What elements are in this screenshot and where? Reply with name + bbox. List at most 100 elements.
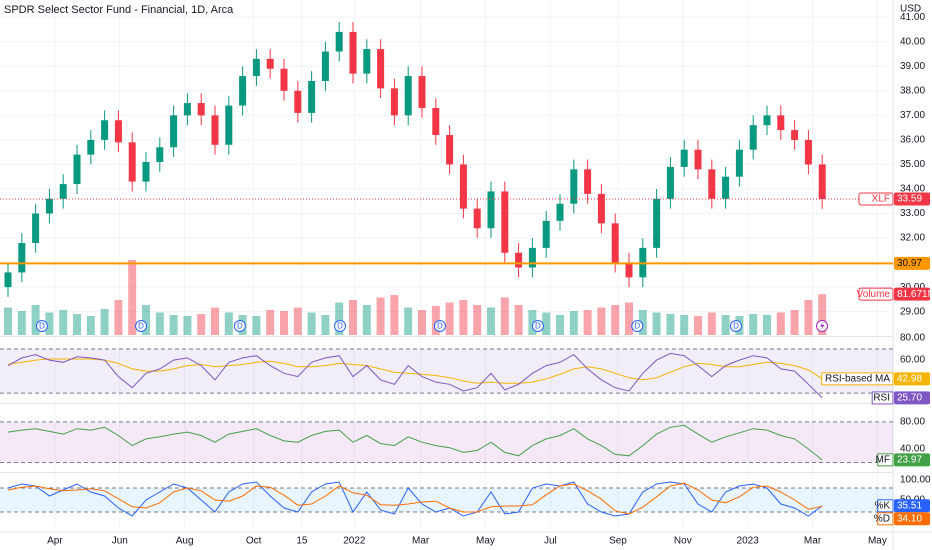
x-tick-label: Jul: [544, 536, 557, 547]
candle-body: [625, 262, 633, 278]
indicator-tag-name-box: [877, 512, 894, 526]
candle-body: [280, 68, 288, 91]
candle-body: [142, 161, 150, 182]
volume-bar: [73, 314, 82, 335]
indicator-tag-box: [894, 499, 930, 513]
volume-bar: [169, 315, 178, 335]
candle-body: [101, 120, 109, 140]
dividend-marker: [631, 320, 644, 332]
y-tick-label: 36.00: [900, 135, 925, 146]
volume-bar: [514, 305, 523, 335]
indicator-tag-name-box: [877, 499, 894, 513]
candle-body: [749, 125, 757, 150]
indicator-tag: RSI-based MA 42.98: [821, 372, 930, 386]
currency-label: USD: [900, 4, 921, 15]
candle-body: [611, 223, 619, 263]
candle-body: [156, 147, 164, 162]
candle-body: [197, 103, 205, 116]
indicator-tag: RSI 25.70: [871, 391, 930, 405]
indicator-tag: %K 35.51: [874, 499, 930, 513]
candle-body: [556, 203, 564, 221]
volume-bar: [763, 315, 772, 335]
candle-body: [818, 164, 826, 200]
indicator-tick-label: 80.00: [900, 333, 925, 344]
candle-body: [584, 169, 592, 194]
chart-title: SPDR Select Sector Fund - Financial, 1D,…: [4, 4, 234, 16]
candle-body: [528, 247, 536, 268]
volume-bar: [666, 314, 675, 335]
indicator-line: [7, 482, 823, 515]
volume-bar: [86, 316, 95, 335]
volume-bar: [45, 312, 54, 335]
candle-body: [363, 49, 371, 74]
volume-bar: [321, 315, 330, 335]
dividend-label: D: [634, 322, 640, 331]
candle-body: [501, 191, 509, 253]
volume-bar: [59, 310, 68, 335]
volume-bar: [556, 315, 565, 335]
candle-body: [225, 105, 233, 145]
candle-body: [128, 142, 136, 182]
indicator-tag-name-box: [871, 391, 894, 405]
candle-body: [59, 184, 67, 199]
price-tag-name: Volume: [857, 289, 891, 300]
dividend-marker: [531, 320, 544, 332]
volume-bar: [583, 310, 592, 335]
volume-bar: [349, 300, 358, 335]
candle-body: [294, 90, 302, 113]
y-tick-label: 41.00: [900, 12, 925, 23]
volume-bar: [776, 312, 785, 335]
volume-bar: [694, 316, 703, 335]
candle-body: [446, 134, 454, 165]
indicator-tick-label: 40.00: [900, 444, 925, 455]
volume-bar: [293, 307, 302, 335]
indicator-tag-name: RSI: [873, 393, 890, 404]
dividend-marker: [35, 320, 48, 332]
indicator-tag: MF 23.97: [876, 453, 930, 467]
x-tick-label: Aug: [176, 536, 194, 547]
indicator-tag-name: RSI-based MA: [825, 373, 890, 384]
x-tick-label: 2023: [737, 536, 760, 547]
indicator-line: [7, 424, 823, 461]
candle-body: [4, 272, 12, 288]
candle-body: [266, 58, 274, 69]
volume-bar: [749, 314, 758, 335]
volume-bar: [680, 315, 689, 335]
price-tag-value: 30.97: [897, 258, 922, 269]
price-tag-name-box: [858, 192, 894, 206]
candle-body: [653, 198, 661, 248]
volume-bar: [376, 297, 385, 335]
y-tick-label: 35.00: [900, 159, 925, 170]
indicator-tag-box: [894, 391, 930, 405]
dividend-label: D: [138, 322, 144, 331]
indicator-tag-value: 35.51: [897, 500, 922, 511]
volume-bar: [307, 312, 316, 335]
x-tick-label: Oct: [246, 536, 262, 547]
candle-body: [666, 166, 674, 199]
x-tick-label: Jun: [112, 536, 128, 547]
indicator-band: [0, 488, 893, 512]
dividend-label: D: [437, 322, 443, 331]
volume-bar: [335, 302, 344, 335]
price-tag-box: [894, 256, 930, 270]
volume-bar: [183, 316, 192, 335]
volume-bar: [569, 311, 578, 335]
candle-body: [418, 76, 426, 108]
indicator-tag-value: 23.97: [897, 455, 922, 466]
x-tick-label: 2022: [343, 536, 366, 547]
volume-bar: [390, 295, 399, 335]
y-tick-label: 32.00: [900, 233, 925, 244]
candle-body: [694, 149, 702, 170]
candle-body: [804, 139, 812, 165]
y-tick-label: 30.00: [900, 282, 925, 293]
candle-body: [18, 242, 26, 273]
dividend-label: D: [237, 322, 243, 331]
candle-body: [377, 49, 385, 89]
indicator-tick-label: 60.00: [900, 355, 925, 366]
volume-bar: [652, 312, 661, 335]
x-tick-label: Mar: [804, 536, 822, 547]
candle-body: [114, 120, 122, 143]
plot-layer: [0, 0, 893, 532]
candle-body: [763, 115, 771, 126]
